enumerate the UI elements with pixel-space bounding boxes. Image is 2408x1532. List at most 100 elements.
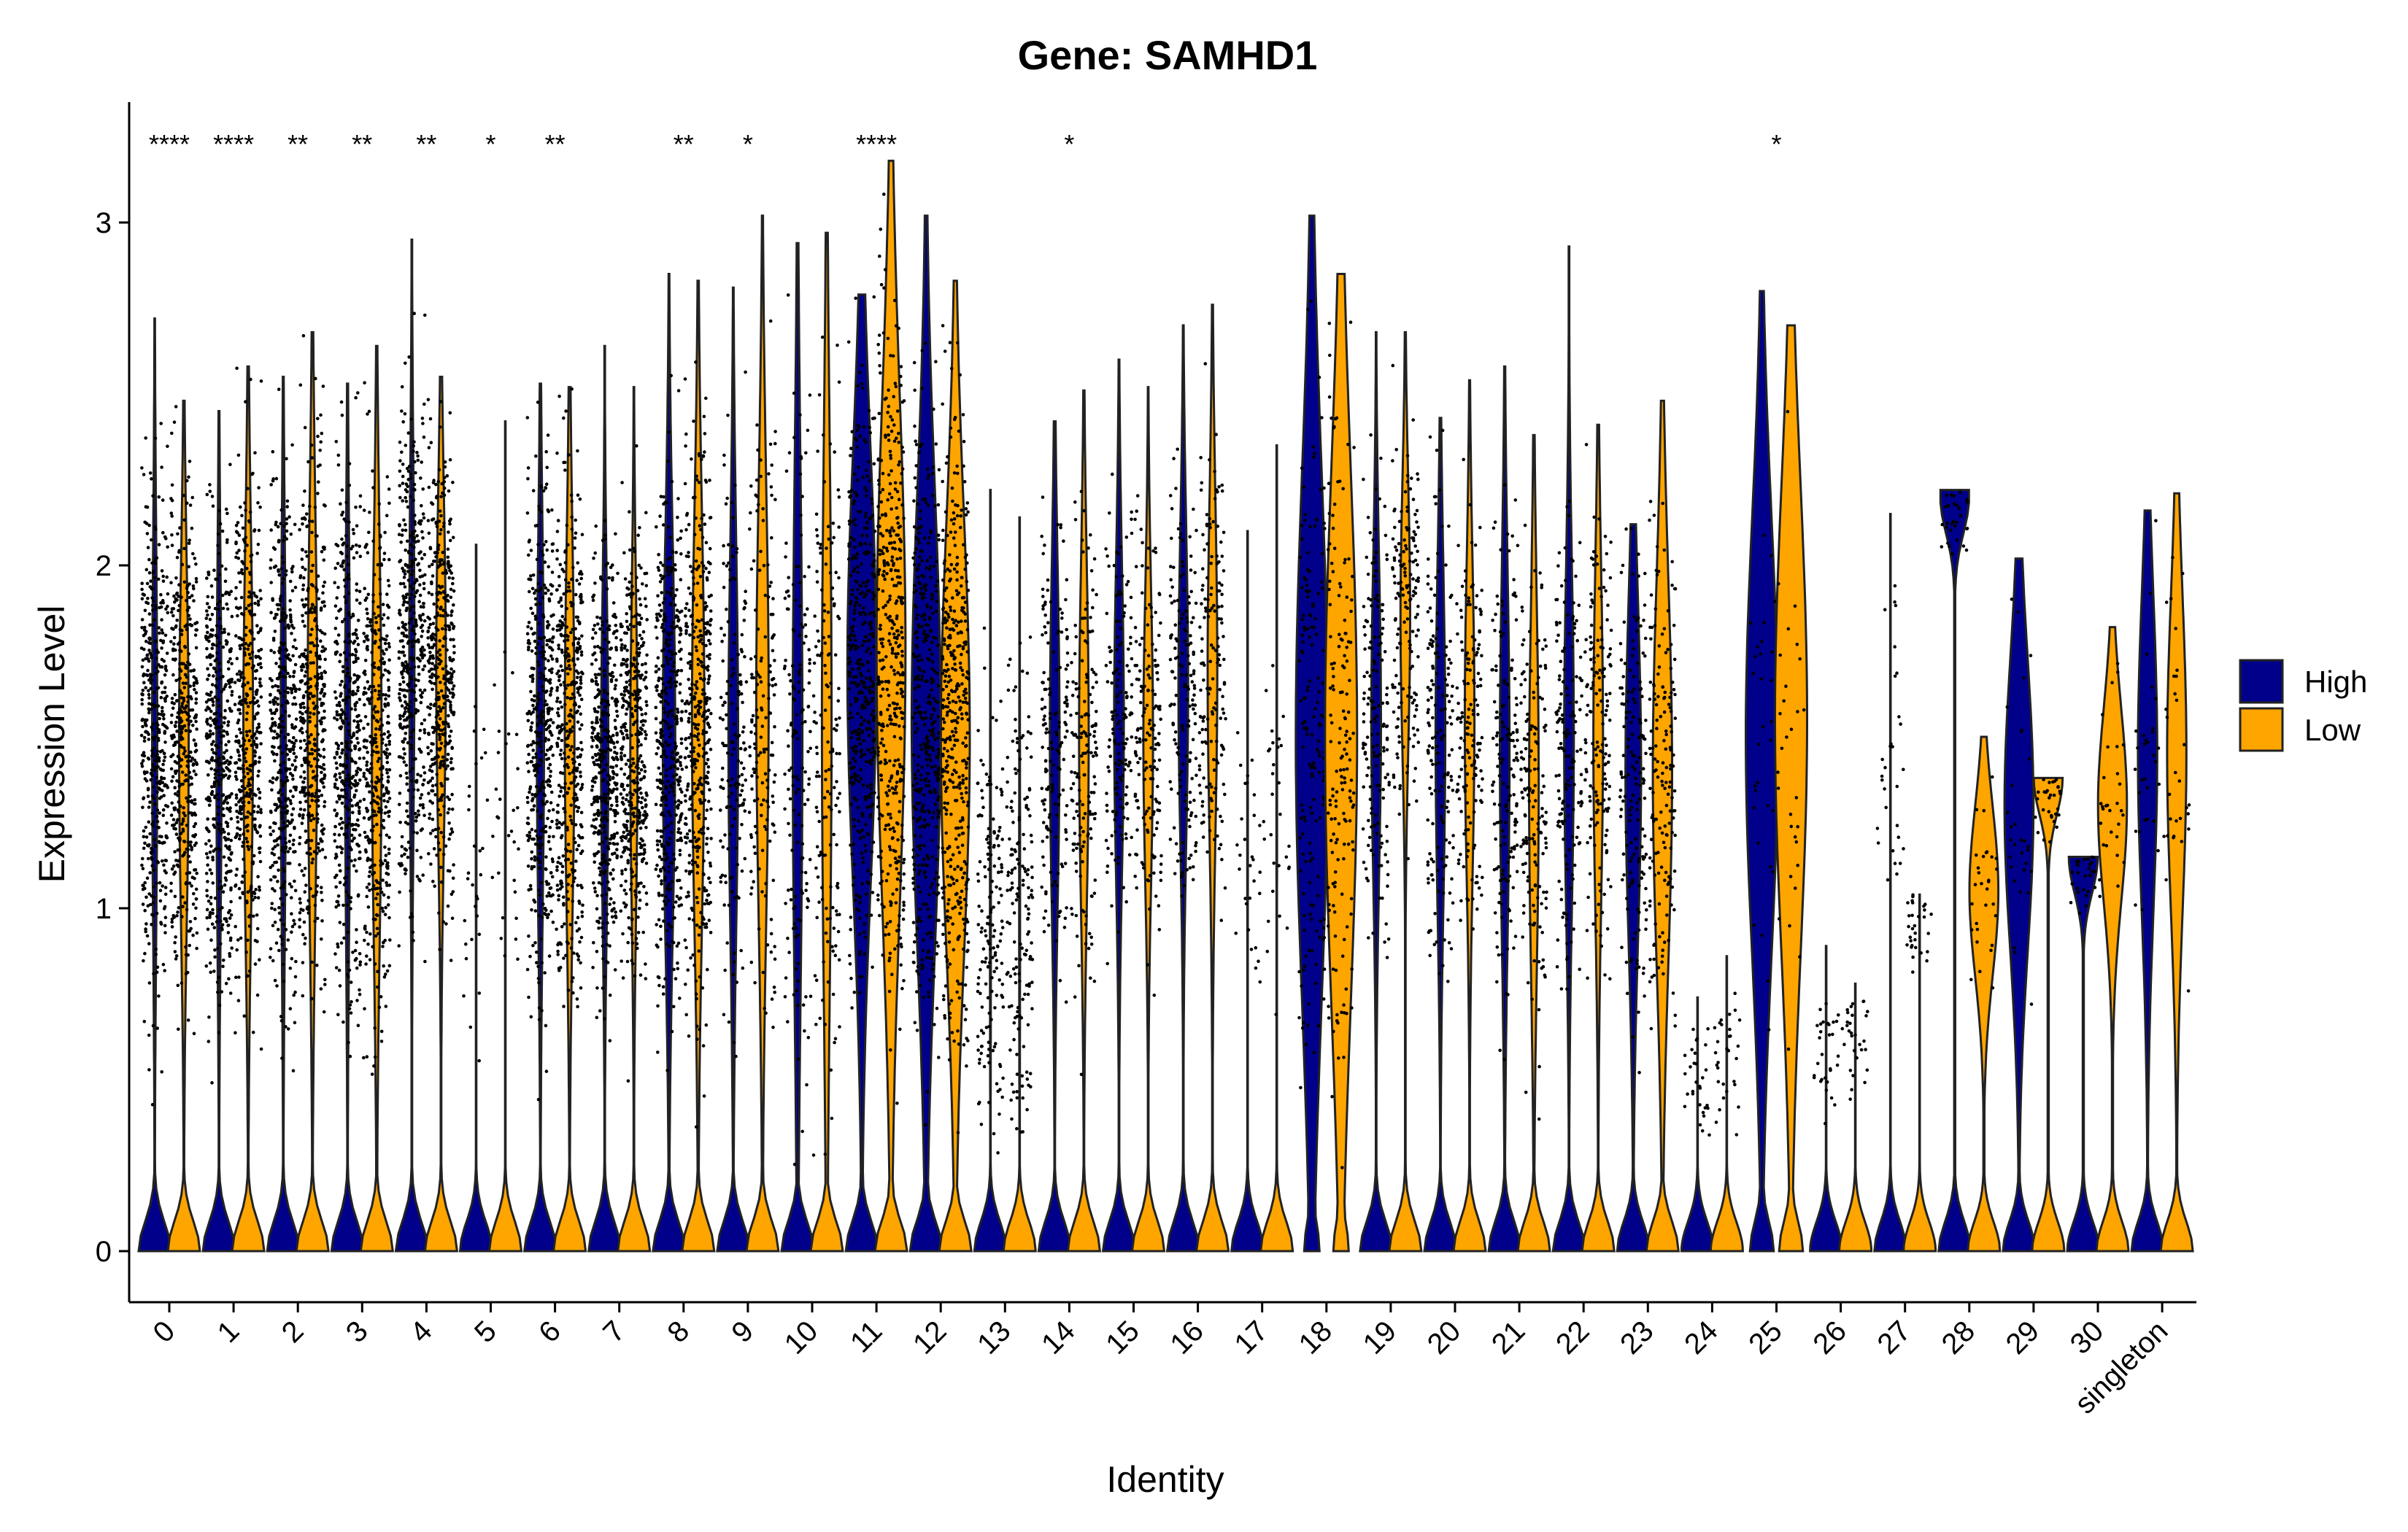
- jitter-point: [292, 850, 296, 854]
- jitter-point: [148, 902, 153, 907]
- jitter-point: [187, 854, 191, 859]
- jitter-point: [274, 708, 279, 713]
- jitter-point: [303, 489, 306, 493]
- jitter-point: [150, 727, 155, 732]
- jitter-point: [431, 622, 436, 625]
- jitter-point: [414, 811, 417, 816]
- jitter-point: [238, 711, 242, 716]
- jitter-point: [293, 879, 296, 883]
- jitter-point: [286, 732, 290, 737]
- jitter-point: [222, 729, 226, 733]
- jitter-point: [148, 641, 153, 646]
- jitter-point: [226, 720, 231, 724]
- jitter-point: [404, 595, 408, 600]
- jitter-point: [345, 741, 349, 746]
- jitter-point: [161, 709, 164, 713]
- violin-2-high: [266, 376, 301, 1253]
- jitter-point: [353, 760, 358, 765]
- jitter-point: [237, 549, 241, 552]
- jitter-point: [442, 493, 447, 497]
- jitter-point: [546, 916, 549, 920]
- jitter-point: [169, 721, 174, 724]
- jitter-point: [160, 465, 163, 469]
- jitter-point: [291, 807, 296, 811]
- jitter-point: [541, 827, 545, 830]
- jitter-point: [349, 896, 353, 900]
- jitter-point: [283, 880, 287, 883]
- jitter-point: [323, 776, 326, 781]
- jitter-point: [362, 797, 366, 802]
- jitter-point: [270, 788, 274, 792]
- violin-1-high: [201, 410, 236, 1253]
- jitter-point: [406, 789, 411, 792]
- jitter-point: [180, 915, 184, 918]
- jitter-point: [371, 829, 374, 832]
- jitter-point: [248, 764, 252, 767]
- jitter-point: [225, 607, 230, 611]
- jitter-point: [403, 412, 407, 416]
- jitter-point: [171, 706, 175, 711]
- jitter-point: [280, 581, 285, 585]
- jitter-point: [335, 800, 339, 804]
- jitter-point: [240, 670, 244, 675]
- jitter-point: [546, 624, 549, 628]
- jitter-point: [382, 732, 386, 736]
- jitter-point: [310, 456, 314, 460]
- jitter-point: [276, 684, 280, 689]
- jitter-point: [555, 927, 558, 932]
- jitter-point: [315, 812, 320, 816]
- jitter-point: [374, 640, 377, 643]
- jitter-point: [274, 564, 278, 568]
- jitter-point: [180, 730, 184, 734]
- jitter-point: [541, 489, 546, 493]
- jitter-point: [578, 940, 582, 944]
- jitter-point: [284, 841, 288, 845]
- jitter-point: [176, 818, 180, 822]
- jitter-point: [229, 589, 234, 594]
- jitter-point: [150, 673, 153, 677]
- jitter-point: [141, 724, 144, 729]
- jitter-point: [539, 758, 542, 762]
- jitter-point: [414, 819, 418, 823]
- jitter-point: [362, 757, 366, 760]
- jitter-point: [555, 686, 560, 689]
- jitter-point: [534, 646, 539, 650]
- jitter-point: [173, 600, 177, 604]
- jitter-point: [279, 788, 282, 792]
- jitter-point: [258, 888, 262, 892]
- jitter-point: [161, 498, 165, 502]
- jitter-point: [401, 740, 405, 744]
- jitter-point: [247, 652, 252, 657]
- jitter-point: [406, 840, 411, 844]
- jitter-point: [190, 884, 193, 888]
- jitter-point: [362, 774, 366, 778]
- jitter-point: [308, 804, 312, 808]
- jitter-point: [547, 659, 550, 662]
- jitter-point: [304, 611, 308, 615]
- jitter-point: [183, 749, 187, 753]
- jitter-point: [374, 781, 379, 785]
- jitter-point: [363, 703, 366, 707]
- jitter-point: [247, 738, 252, 743]
- jitter-point: [305, 554, 309, 558]
- jitter-point: [550, 570, 555, 574]
- jitter-point: [243, 870, 247, 874]
- jitter-point: [244, 837, 248, 840]
- jitter-point: [437, 468, 441, 472]
- jitter-point: [288, 846, 292, 851]
- jitter-point: [358, 589, 362, 593]
- jitter-point: [309, 632, 313, 637]
- jitter-point: [579, 774, 582, 778]
- jitter-point: [358, 833, 362, 837]
- jitter-point: [477, 1059, 481, 1063]
- jitter-point: [315, 705, 320, 709]
- jitter-point: [155, 819, 160, 824]
- jitter-point: [355, 714, 359, 719]
- jitter-point: [175, 591, 180, 595]
- jitter-point: [401, 474, 405, 479]
- jitter-point: [294, 765, 298, 769]
- jitter-point: [174, 720, 178, 724]
- jitter-point: [344, 716, 348, 721]
- jitter-point: [252, 613, 257, 616]
- jitter-point: [439, 689, 444, 693]
